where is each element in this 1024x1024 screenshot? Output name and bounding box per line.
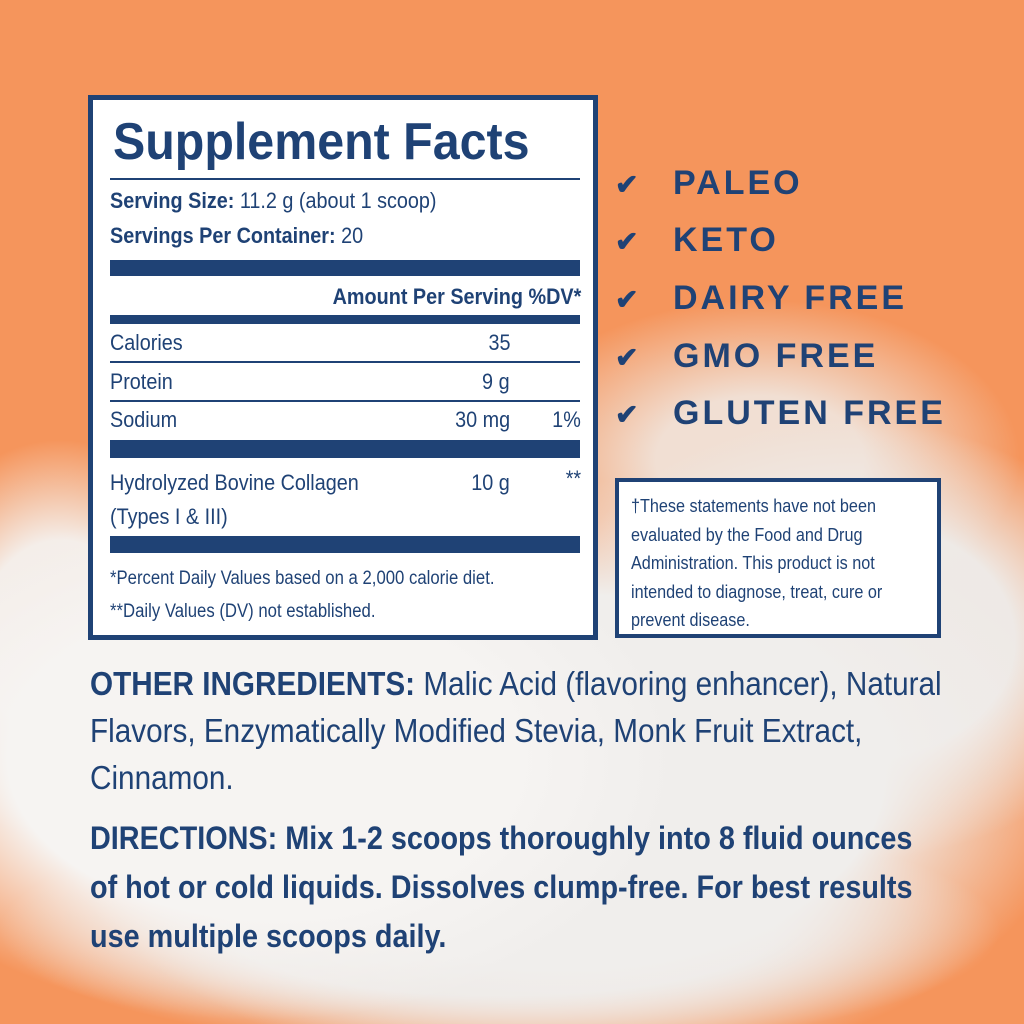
servings-label: Servings Per Container: [110,223,336,248]
nutrient-amount: 35 [487,330,510,355]
nutrient-amount: 9 g [482,369,510,394]
fda-disclaimer-text: †These statements have not been evaluate… [631,496,883,630]
nutrient-amount: 10 g [471,470,510,495]
nutrient-name: Sodium [110,407,178,432]
nutrient-amount: 30 mg [454,407,510,432]
badge-label: GLUTEN FREE [673,394,946,432]
other-ingredients: OTHER INGREDIENTS: Malic Acid (flavoring… [90,660,945,801]
other-ingredients-label: OTHER INGREDIENTS: [90,665,416,702]
amount-header: Amount Per Serving %DV* [332,284,581,309]
thick-divider [110,536,580,553]
divider [110,178,580,180]
directions-text: Mix 1-2 scoops thoroughly into 8 fluid o… [90,820,913,954]
check-icon: ✔ [615,399,642,430]
serving-size-value: 11.2 g (about 1 scoop) [239,188,437,213]
badge-label: GMO FREE [673,337,879,375]
footnote-dv-not-established: **Daily Values (DV) not established. [110,601,376,622]
badge-keto: ✔ KETO [615,221,779,260]
check-icon: ✔ [615,169,642,200]
thick-divider [110,315,580,324]
serving-size-label: Serving Size: [110,188,235,213]
divider [110,361,580,363]
supplement-facts-panel: Supplement Facts Serving Size: 11.2 g (a… [88,95,598,640]
badge-gluten-free: ✔ GLUTEN FREE [615,394,946,433]
nutrient-name: Calories [110,330,183,355]
serving-size: Serving Size: 11.2 g (about 1 scoop) [110,188,437,214]
nutrient-name: Hydrolyzed Bovine Collagen [110,470,359,495]
badge-dairy-free: ✔ DAIRY FREE [615,279,907,318]
panel-title: Supplement Facts [113,113,530,171]
check-icon: ✔ [615,226,642,257]
badge-label: KETO [673,221,779,259]
badge-label: DAIRY FREE [673,279,908,317]
badge-label: PALEO [673,164,803,202]
other-ingredients-text: Malic Acid (flavoring enhancer), Natural… [90,665,942,796]
check-icon: ✔ [615,284,642,315]
divider [110,400,580,402]
fda-disclaimer-box: †These statements have not been evaluate… [615,478,941,638]
badge-paleo: ✔ PALEO [615,164,803,203]
nutrient-dv: ** [565,466,581,491]
directions-label: DIRECTIONS: [90,820,278,856]
servings-per-container: Servings Per Container: 20 [110,223,363,249]
servings-value: 20 [341,223,364,248]
nutrient-name: Protein [110,369,173,394]
badge-gmo-free: ✔ GMO FREE [615,337,878,376]
nutrient-name-line2: (Types I & III) [110,504,228,529]
thick-divider [110,260,580,276]
directions: DIRECTIONS: Mix 1-2 scoops thoroughly in… [90,814,945,961]
footnote-dv: *Percent Daily Values based on a 2,000 c… [110,568,495,589]
nutrient-dv: 1% [552,407,581,432]
check-icon: ✔ [615,342,642,373]
thick-divider [110,440,580,458]
